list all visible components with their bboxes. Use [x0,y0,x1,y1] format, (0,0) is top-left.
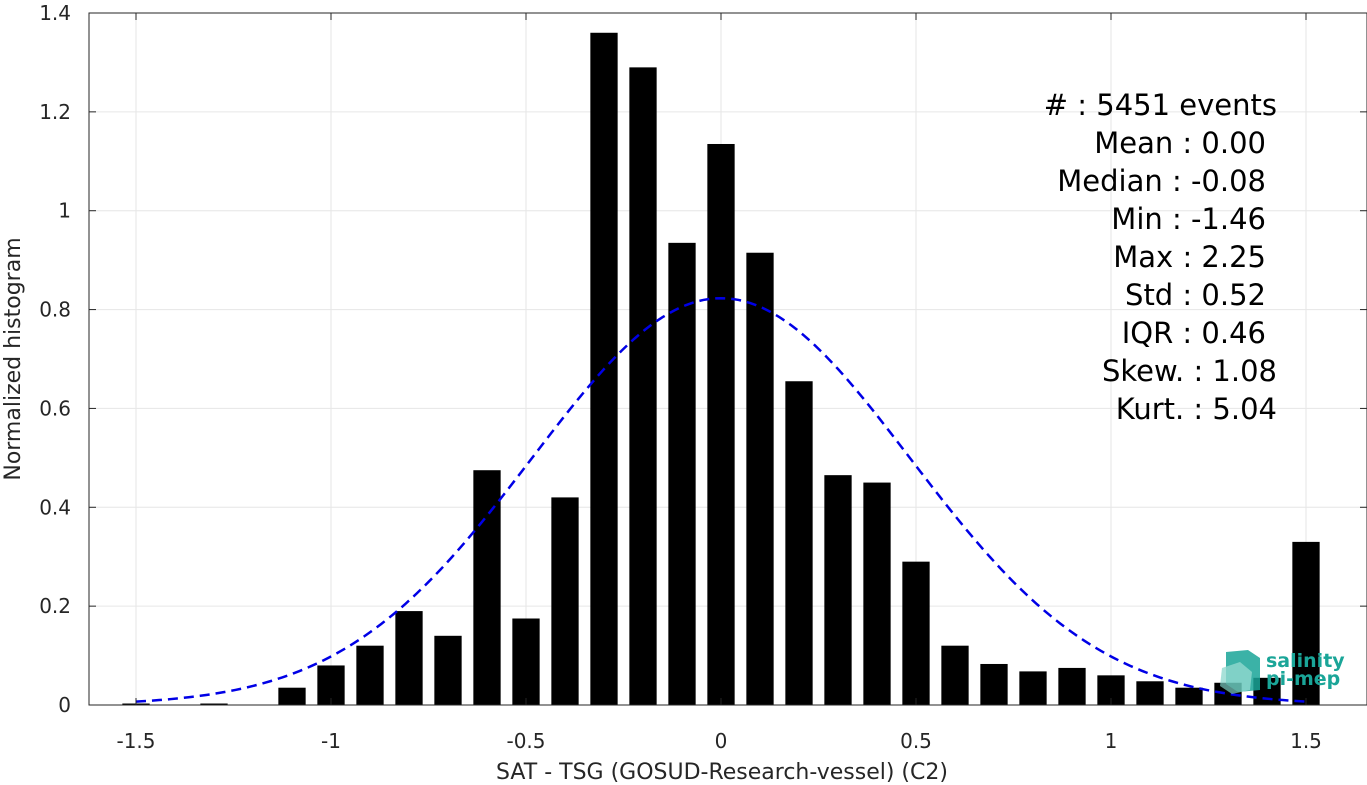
stats-line-6: IQR : 0.46 [1122,316,1266,350]
y-tick-label-1: 0.2 [39,594,71,618]
histogram-bar-26 [1136,681,1164,705]
x-tick-label-3: 0 [715,729,728,753]
histogram-bar-13 [629,67,657,705]
stats-line-5: Std : 0.52 [1125,278,1266,312]
salinity-pi-mep-logo: salinity pi-mep [1220,650,1345,694]
y-tick-label-3: 0.6 [39,396,71,420]
logo-line1: salinity [1266,650,1345,672]
y-axis-label: Normalized histogram [1,237,26,480]
stats-line-0: # : 5451 events [1044,88,1277,122]
histogram-bar-4 [278,687,306,705]
histogram-bar-30 [1292,541,1320,705]
y-tick-label-7: 1.4 [39,1,71,25]
histogram-bar-17 [785,381,813,705]
x-axis-label: SAT - TSG (GOSUD-Research-vessel) (C2) [496,760,948,785]
stats-line-4: Max : 2.25 [1113,240,1266,274]
y-tick-label-6: 1.2 [39,100,71,124]
histogram-bar-10 [512,618,540,705]
x-tick-label-1: -1 [321,729,341,753]
histogram-bar-23 [1019,671,1047,705]
y-tick-labels: 0 0.2 0.4 0.6 0.8 1 1.2 1.4 [39,1,71,717]
logo-line2: pi-mep [1266,668,1340,690]
x-tick-label-6: 1.5 [1290,729,1322,753]
histogram-bar-19 [863,482,891,705]
histogram-bar-21 [941,645,969,705]
gaussian-fit [135,296,1307,703]
histogram-bar-22 [980,663,1008,705]
salinity-logo-icon [1220,650,1260,694]
plot-axes [88,12,1367,706]
stats-line-7: Skew. : 1.08 [1102,354,1277,388]
x-tick-label-4: 0.5 [900,729,932,753]
stats-annotation: # : 5451 events Mean : 0.00 Median : -0.08… [1044,88,1277,426]
x-tick-label-0: -1.5 [116,729,155,753]
histogram-bar-2 [200,703,228,705]
histogram-bar-24 [1058,667,1086,705]
histogram-bar-8 [434,635,462,705]
x-tick-label-5: 1 [1105,729,1118,753]
histogram-bar-20 [902,561,930,705]
histogram-bar-27 [1175,687,1203,705]
y-tick-label-2: 0.4 [39,495,71,519]
stats-line-1: Mean : 0.00 [1094,126,1266,160]
histogram-bar-18 [824,475,852,705]
histogram-bar-15 [707,143,735,705]
y-tick-label-4: 0.8 [39,298,71,322]
x-tick-labels: -1.5 -1 -0.5 0 0.5 1 1.5 [116,729,1321,753]
stats-line-8: Kurt. : 5.04 [1116,392,1277,426]
histogram-bars [122,32,1320,706]
plot-border [88,12,1367,706]
gaussian-fit-curve [135,296,1307,703]
stats-line-3: Min : -1.46 [1111,202,1266,236]
stats-line-2: Median : -0.08 [1057,164,1266,198]
histogram-bar-14 [668,242,696,706]
histogram-bar-16 [746,252,774,705]
y-tick-label-0: 0 [58,693,71,717]
histogram-bar-6 [356,645,384,705]
x-tick-label-2: -0.5 [506,729,545,753]
histogram-bar-11 [551,497,579,705]
y-tick-label-5: 1 [58,199,71,223]
histogram-bar-7 [395,611,423,705]
histogram-bar-9 [473,470,501,705]
